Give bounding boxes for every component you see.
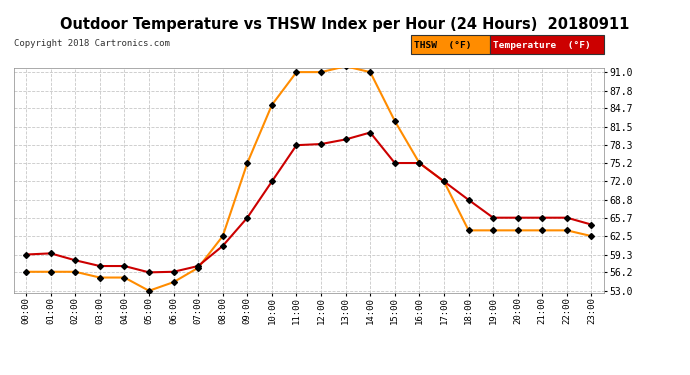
Text: Copyright 2018 Cartronics.com: Copyright 2018 Cartronics.com xyxy=(14,39,170,48)
Text: Temperature  (°F): Temperature (°F) xyxy=(493,41,591,50)
Text: Outdoor Temperature vs THSW Index per Hour (24 Hours)  20180911: Outdoor Temperature vs THSW Index per Ho… xyxy=(60,17,630,32)
Text: THSW  (°F): THSW (°F) xyxy=(414,41,471,50)
